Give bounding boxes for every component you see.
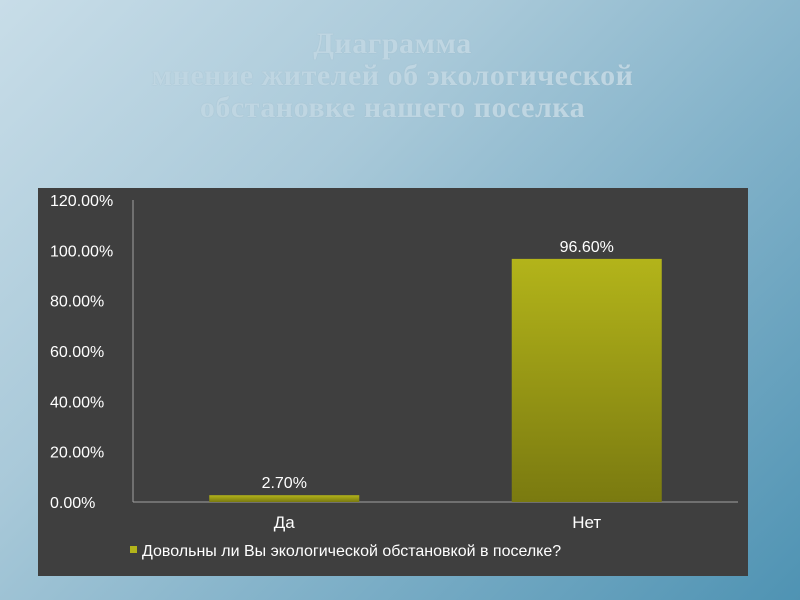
x-tick-label: Да [274,513,296,532]
legend: Довольны ли Вы экологической обстановкой… [130,543,561,560]
data-label: 2.70% [262,475,307,492]
bar-chart: 0.00% 20.00% 40.00% 60.00% 80.00% 100.00% 120.… [50,193,738,560]
y-tick-label: 80.00% [50,294,104,311]
y-tick-label: 100.00% [50,243,113,260]
data-label: 96.60% [560,239,614,256]
title-line-2: мнение жителей об экологической [151,59,634,92]
y-tick-label: 0.00% [50,495,95,512]
legend-swatch [130,546,137,553]
y-axis: 0.00% 20.00% 40.00% 60.00% 80.00% 100.00% 120.… [50,193,134,512]
x-axis: Да Нет [133,501,738,532]
bars: 2.70% 96.60% [209,239,662,502]
y-tick-label: 20.00% [50,445,104,462]
bar-2 [511,258,662,502]
chart-panel: 0.00% 20.00% 40.00% 60.00% 80.00% 100.00% 120.… [38,188,748,576]
title-line-3: обстановке нашего поселка [199,91,586,124]
y-tick-label: 40.00% [50,394,104,411]
x-tick-label: Нет [572,513,601,532]
y-tick-label: 60.00% [50,344,104,361]
y-tick-label: 120.00% [50,193,113,210]
title-line-1: Диаграмма [313,27,472,60]
bar-1 [209,495,360,502]
slide-title: Диаграмма мнение жителей об экологическо… [0,28,785,124]
legend-label: Довольны ли Вы экологической обстановкой… [142,543,561,560]
